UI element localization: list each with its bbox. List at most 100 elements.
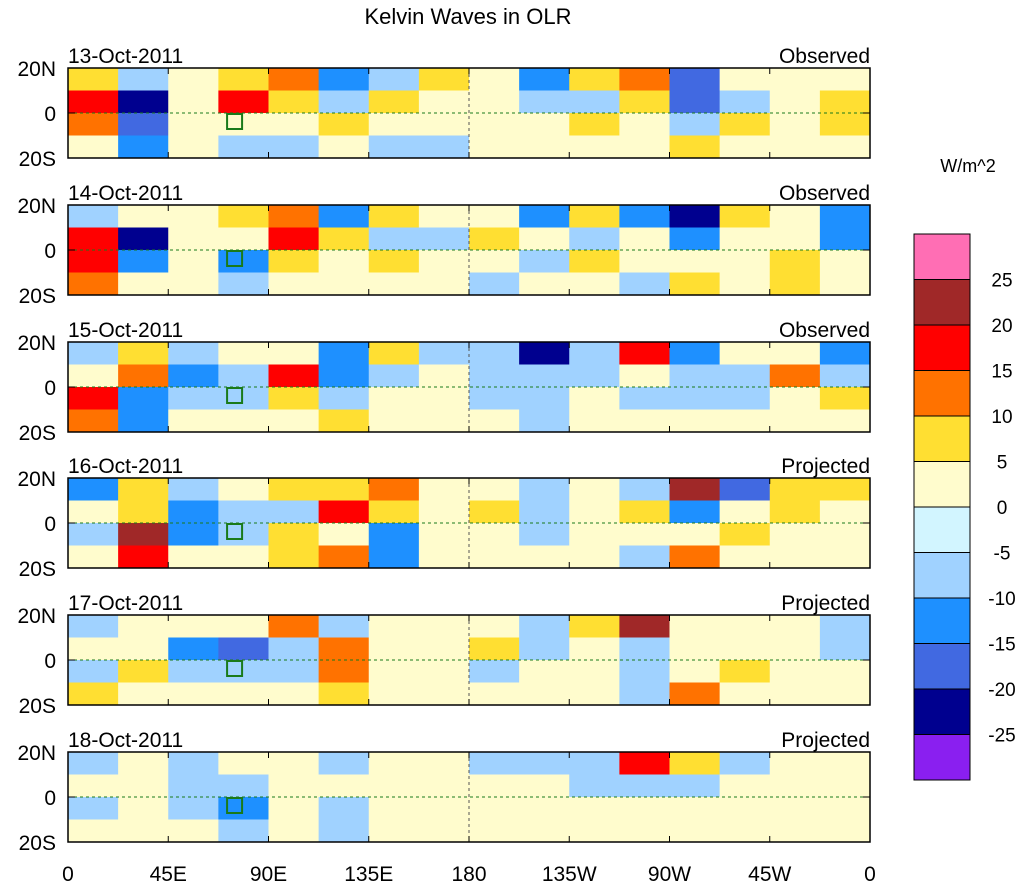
heatmap-cell <box>418 342 470 365</box>
heatmap-cell <box>418 227 470 251</box>
heatmap-cell <box>168 637 219 661</box>
heatmap-cell <box>719 68 771 91</box>
heatmap-cell <box>619 682 670 706</box>
heatmap-cell <box>418 387 470 410</box>
heatmap-cell <box>218 797 269 820</box>
heatmap-cell <box>218 272 269 296</box>
colorbar-swatch <box>913 279 971 326</box>
region-box <box>226 387 244 404</box>
map-panel: 20N 0 20S 14-Oct-2011 Observed <box>17 182 871 308</box>
heatmap-cell <box>819 135 871 159</box>
heatmap-cell <box>669 478 721 501</box>
heatmap-cell <box>168 478 219 501</box>
heatmap-cell <box>569 523 620 546</box>
heatmap-cell <box>619 478 670 501</box>
heatmap-cell <box>418 250 470 273</box>
heatmap-cell <box>168 752 219 775</box>
colorbar-label: -10 <box>988 589 1015 610</box>
heatmap-cell <box>318 364 370 388</box>
heatmap-cell <box>68 819 119 843</box>
heatmap-cell <box>68 250 119 273</box>
heatmap-cell <box>719 387 771 410</box>
heatmap-cell <box>418 68 470 91</box>
x-tick-label: 45E <box>150 863 187 886</box>
heatmap-cell <box>118 205 169 228</box>
heatmap-cell <box>669 250 721 273</box>
colorbar-swatch <box>913 506 971 553</box>
heatmap-cell <box>719 660 771 683</box>
heatmap-cell <box>469 272 520 296</box>
x-tick-label: 45W <box>748 863 791 886</box>
heatmap-cell <box>418 90 470 114</box>
heatmap-cell <box>469 752 520 775</box>
heatmap-cell <box>469 682 520 706</box>
heatmap-cell <box>418 272 470 296</box>
heatmap-cell <box>519 615 570 638</box>
colorbar-swatch <box>913 324 971 371</box>
heatmap-cell <box>368 500 420 524</box>
heatmap-cell <box>669 797 721 820</box>
heatmap-cell <box>218 545 269 569</box>
colorbar-swatch <box>913 233 971 280</box>
heatmap-cell <box>569 205 620 228</box>
heatmap-cell <box>669 660 721 683</box>
heatmap-cell <box>469 660 520 683</box>
heatmap-cell <box>569 752 620 775</box>
heatmap-cell <box>569 682 620 706</box>
colorbar-swatch <box>913 734 971 781</box>
heatmap-cell <box>268 342 320 365</box>
heatmap-cell <box>519 342 570 365</box>
heatmap-cell <box>218 364 269 388</box>
heatmap-cell <box>619 660 670 683</box>
map-panel: 20N 0 20S 15-Oct-2011 Observed <box>17 319 871 445</box>
region-box <box>226 660 244 677</box>
heatmap-cell <box>168 113 219 136</box>
heatmap-cell <box>368 90 420 114</box>
heatmap-cell <box>118 68 169 91</box>
heatmap-cell <box>368 250 420 273</box>
heatmap-cell <box>569 797 620 820</box>
y-tick-label: 20N <box>17 195 56 218</box>
heatmap-cell <box>218 500 269 524</box>
heatmap-cell <box>218 478 269 501</box>
heatmap-cell <box>318 615 370 638</box>
heatmap-cell <box>218 409 269 433</box>
heatmap-cell <box>569 272 620 296</box>
heatmap-cell <box>819 205 871 228</box>
heatmap-cell <box>619 615 670 638</box>
heatmap-cell <box>68 660 119 683</box>
map-panel: 20N 0 20S 18-Oct-2011 Projected <box>17 729 871 855</box>
heatmap-cell <box>318 387 370 410</box>
heatmap-cell <box>769 250 821 273</box>
colorbar-swatch <box>913 461 971 508</box>
heatmap-cell <box>418 545 470 569</box>
heatmap-cell <box>469 797 520 820</box>
heatmap-cell <box>118 113 169 136</box>
heatmap-cell <box>118 409 169 433</box>
heatmap-cell <box>168 272 219 296</box>
heatmap-cell <box>619 797 670 820</box>
heatmap-cell <box>669 500 721 524</box>
heatmap-cell <box>719 342 771 365</box>
y-tick-label: 20S <box>19 695 56 718</box>
heatmap-cell <box>469 227 520 251</box>
heatmap-cell <box>318 500 370 524</box>
heatmap-cell <box>619 409 670 433</box>
heatmap-cell <box>519 752 570 775</box>
heatmap-cell <box>719 797 771 820</box>
heatmap-cell <box>469 545 520 569</box>
heatmap-cell <box>368 364 420 388</box>
map-panel: 20N 0 20S 16-Oct-2011 Projected <box>17 455 871 581</box>
heatmap-cell <box>819 387 871 410</box>
heatmap-cell <box>819 774 871 798</box>
heatmap-cell <box>68 478 119 501</box>
heatmap-cell <box>118 682 169 706</box>
heatmap-cell <box>268 545 320 569</box>
heatmap-cell <box>669 342 721 365</box>
heatmap-cell <box>318 752 370 775</box>
heatmap-cell <box>268 113 320 136</box>
heatmap-cell <box>469 135 520 159</box>
heatmap-cell <box>669 545 721 569</box>
heatmap-cell <box>68 90 119 114</box>
heatmap-cell <box>469 113 520 136</box>
